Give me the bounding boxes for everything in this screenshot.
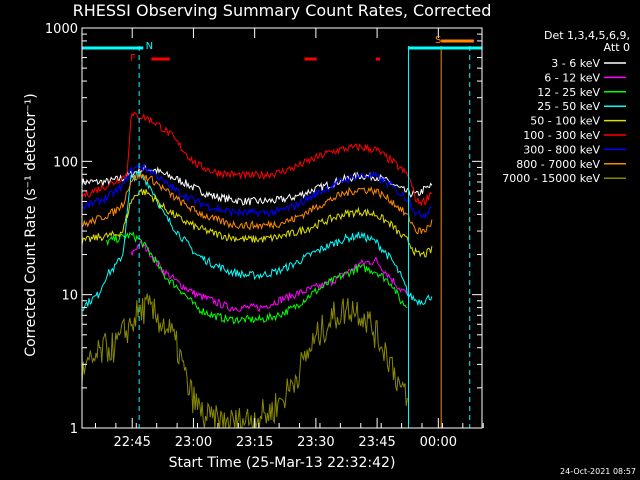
legend-label: 7000 - 15000 keV [502,172,600,185]
legend-label: 800 - 7000 keV [516,158,600,171]
legend-header: Det 1,3,4,5,6,9, [544,29,630,42]
series-line [82,111,433,207]
y-axis-label: Corrected Count Rate (s⁻¹ detector⁻¹) [23,93,39,356]
x-tick-label: 23:00 [175,435,212,450]
legend-label: 6 - 12 keV [544,71,600,84]
series-group [82,111,433,428]
y-tick-label: 100 [53,155,78,170]
legend-label: 100 - 300 keV [523,129,600,142]
series-line [82,164,433,206]
x-tick-label: 23:15 [236,435,273,450]
flag-annotation: N [146,41,153,52]
footer-timestamp: 24-Oct-2021 08:57 [560,467,636,476]
series-line [82,170,433,312]
legend-header: Att 0 [604,41,630,54]
flag-annotation: S [435,35,441,46]
x-tick-label: 23:30 [297,435,334,450]
series-line [82,172,433,235]
x-tick-label: 23:45 [358,435,395,450]
legend-label: 300 - 800 keV [523,143,600,156]
series-line [82,163,433,220]
series-line [82,293,408,428]
x-tick-label: 22:45 [113,435,150,450]
flag-annotation: F [130,53,136,64]
y-tick-label: 1000 [45,22,78,37]
series-line [82,188,433,258]
y-tick-label: 10 [61,289,78,304]
series-line [130,240,408,313]
legend-label: 3 - 6 keV [551,57,600,70]
y-tick-label: 1 [70,422,78,437]
chart-title: RHESSI Observing Summary Count Rates, Co… [73,1,492,20]
plot-area: 1 10 100 1000 22:45 23:00 23:15 23:30 23:45 00:00… [45,22,484,450]
x-axis-label: Start Time (25-Mar-13 22:32:42) [169,455,396,471]
legend-label: 50 - 100 keV [530,115,600,128]
legend-label: 25 - 50 keV [537,100,600,113]
legend-label: 12 - 25 keV [537,86,600,99]
x-tick-label: 00:00 [420,435,457,450]
plot-frame [81,27,483,429]
series-line [106,231,408,325]
